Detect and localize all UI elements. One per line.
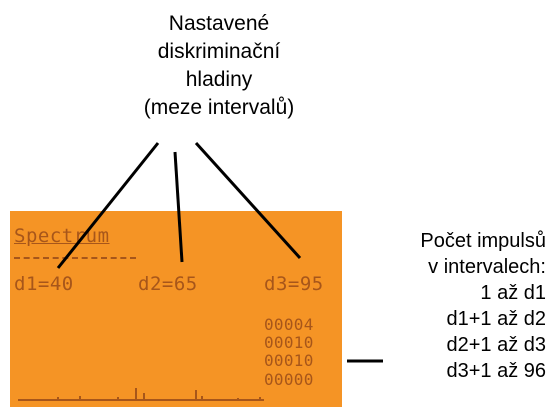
spectrum-peaks	[57, 388, 261, 400]
lcd-display: Spectrum d1=40 d2=65 d3=95 00004 00010 0…	[10, 211, 342, 407]
caption-line: d3+1 až 96	[446, 360, 546, 382]
interval-count-1: 00004	[264, 315, 314, 334]
spectrum-plot	[18, 388, 264, 401]
threshold-d3: d3=95	[264, 273, 324, 295]
caption-line: (meze intervalů)	[143, 96, 295, 119]
caption-line: d1+1 až d2	[446, 308, 546, 330]
caption-line: d2+1 až d3	[446, 334, 546, 356]
interval-count-4: 00000	[264, 370, 314, 389]
caption-line: v intervalech:	[428, 256, 546, 278]
thresholds-caption: Nastavené diskriminační hladiny (meze in…	[104, 10, 334, 122]
threshold-d2: d2=65	[138, 273, 198, 295]
caption-line: hladiny	[185, 68, 253, 91]
interval-count-3: 00010	[264, 351, 314, 370]
threshold-d1: d1=40	[14, 273, 74, 295]
caption-line: diskriminační	[157, 40, 281, 63]
caption-line: Počet impulsů	[420, 230, 546, 252]
caption-line: Nastavené	[168, 12, 270, 35]
interval-count-2: 00010	[264, 333, 314, 352]
caption-line: 1 až d1	[480, 282, 546, 304]
counts-caption: Počet impulsů v intervalech: 1 až d1 d1+…	[370, 228, 546, 384]
